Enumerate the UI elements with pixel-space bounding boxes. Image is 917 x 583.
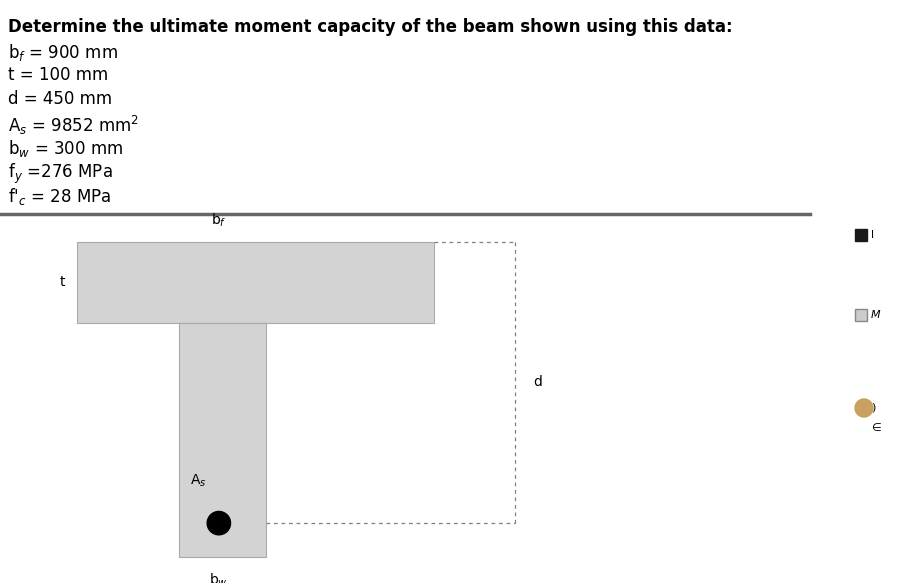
Text: b$_f$: b$_f$ (211, 212, 226, 229)
Bar (179, 323, 266, 557)
Text: t = 100 mm: t = 100 mm (8, 66, 108, 84)
Bar (76, 242, 435, 323)
Text: f$_y$ =276 MPa: f$_y$ =276 MPa (8, 162, 113, 186)
Text: ∈: ∈ (871, 423, 880, 433)
Text: b$_w$: b$_w$ (209, 571, 228, 583)
Text: Determine the ultimate moment capacity of the beam shown using this data:: Determine the ultimate moment capacity o… (8, 18, 733, 36)
Text: b$_w$ = 300 mm: b$_w$ = 300 mm (8, 138, 123, 159)
Text: M: M (871, 310, 880, 320)
Bar (855, 229, 867, 241)
Circle shape (855, 399, 873, 417)
Bar (855, 309, 867, 321)
Circle shape (207, 511, 230, 535)
Text: A$_s$: A$_s$ (190, 473, 206, 490)
Text: t: t (60, 275, 65, 289)
Text: d: d (533, 375, 542, 389)
Text: d = 450 mm: d = 450 mm (8, 90, 112, 108)
Text: b$_f$ = 900 mm: b$_f$ = 900 mm (8, 42, 118, 63)
Text: f$'_c$ = 28 MPa: f$'_c$ = 28 MPa (8, 186, 112, 207)
Text: A$_s$ = 9852 mm$^2$: A$_s$ = 9852 mm$^2$ (8, 114, 139, 137)
Text: l: l (871, 230, 874, 240)
Text: ): ) (871, 403, 876, 413)
